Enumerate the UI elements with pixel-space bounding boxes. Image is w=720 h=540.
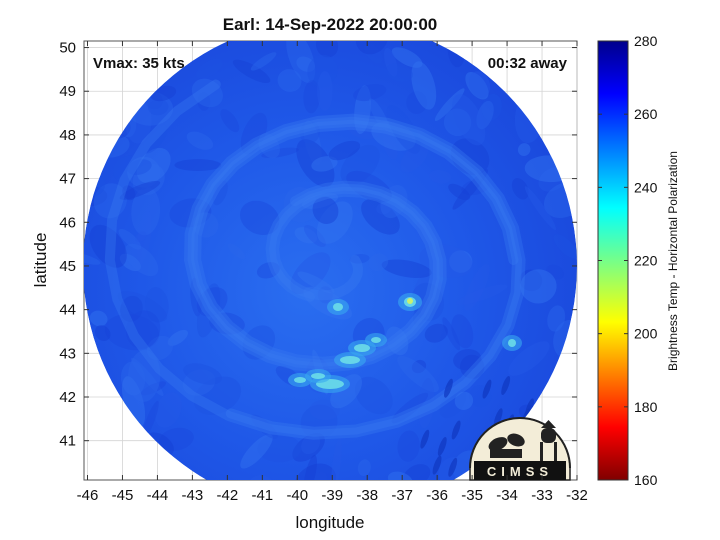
x-tick-label: -37	[391, 487, 413, 504]
x-tick-label: -44	[147, 487, 169, 504]
y-tick-label: 41	[59, 433, 76, 450]
y-tick-label: 42	[59, 389, 76, 406]
x-tick-label: -35	[461, 487, 483, 504]
x-tick-label: -33	[531, 487, 553, 504]
colorbar-tick-label: 220	[634, 253, 658, 269]
x-tick-label: -40	[286, 487, 308, 504]
colorbar-tick-label: 200	[634, 326, 658, 342]
x-axis-label: longitude	[295, 513, 364, 532]
cimss-logo-text: CIMSS	[487, 464, 553, 479]
colorbar-ramp	[597, 40, 629, 481]
x-tick-label: -38	[356, 487, 378, 504]
x-tick-label: -36	[426, 487, 448, 504]
chart-title: Earl: 14-Sep-2022 20:00:00	[223, 15, 438, 34]
x-tick-label: -46	[77, 487, 99, 504]
y-tick-label: 44	[59, 302, 76, 319]
y-tick-label: 45	[59, 258, 76, 275]
x-tick-label: -34	[496, 487, 518, 504]
x-axis-ticks: -46 -45 -44 -43 -42 -41 -40 -39 -38 -37 -36 -35 -34-…	[77, 41, 588, 504]
vmax-label: Vmax: 35 kts	[93, 55, 185, 72]
y-tick-label: 47	[59, 171, 76, 188]
y-tick-label: 48	[59, 127, 76, 144]
colorbar-tick-label: 260	[634, 106, 658, 122]
y-axis-ticks: 50 49 48 47 46 45 44 43 42 41	[59, 40, 577, 450]
y-tick-label: 50	[59, 40, 76, 57]
y-axis-label: latitude	[31, 233, 50, 288]
y-tick-label: 46	[59, 214, 76, 231]
x-tick-label: -42	[217, 487, 239, 504]
colorbar-tick-label: 180	[634, 399, 658, 415]
colorbar-label: Brightness Temp - Horizontal Polarizatio…	[666, 151, 680, 371]
y-tick-label: 43	[59, 345, 76, 362]
x-tick-label: -32	[566, 487, 588, 504]
cimss-logo: CIMSS	[469, 417, 571, 481]
time-away-label: 00:32 away	[488, 55, 568, 72]
colorbar-tick-label: 160	[634, 472, 658, 488]
colorbar-tick-label: 280	[634, 33, 658, 49]
colorbar: 280 260 240 220 200 180 160 Brightness Temp - …	[597, 33, 680, 488]
x-tick-label: -39	[321, 487, 343, 504]
colorbar-tick-label: 240	[634, 179, 658, 195]
x-tick-label: -43	[182, 487, 204, 504]
x-tick-label: -45	[112, 487, 134, 504]
colorbar-ticks: 280 260 240 220 200 180 160	[598, 33, 658, 488]
x-tick-label: -41	[251, 487, 273, 504]
y-tick-label: 49	[59, 83, 76, 100]
